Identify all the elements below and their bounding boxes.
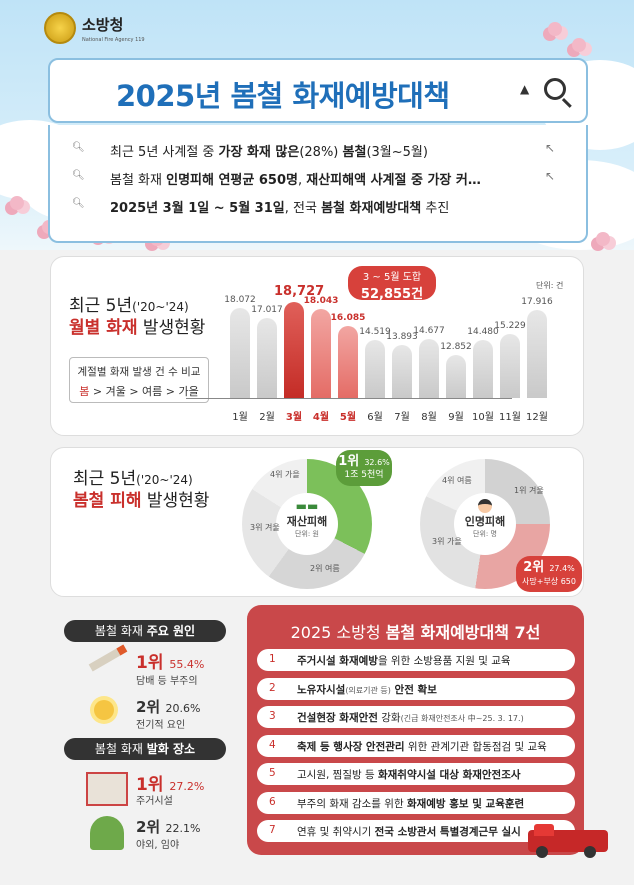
money-icon: ▬▬ <box>295 499 319 513</box>
measure-item: 2 노유자시설(의료기관 등) 안전 확보 <box>257 677 575 700</box>
arrow-up-left-icon: ↖ <box>545 169 556 183</box>
search-icon[interactable] <box>544 78 566 100</box>
blossom-icon <box>572 38 586 52</box>
monthly-title: 최근 5년('20~'24) <box>69 296 189 316</box>
suggestion-item[interactable]: 🔍︎ 봄철 화재 인명피해 연평균 650명, 재산피해액 사계절 중 가장 커… <box>72 169 556 188</box>
bar-2월 <box>257 317 277 398</box>
places-heading: 봄철 화재 발화 장소 <box>64 738 226 760</box>
suggestion-item[interactable]: 🔍︎ 최근 5년 사계절 중 가장 화재 많은(28%) 봄철(3월~5월) ↖ <box>72 141 556 160</box>
measures-panel: 2025 소방청 봄철 화재예방대책 7선 1 주거시설 화재예방을 위한 소방용… <box>247 605 584 855</box>
measure-item: 5 고시원, 찜질방 등 화재취약시설 대상 화재안전조사 <box>257 763 575 785</box>
chart-unit: 단위: 건 <box>536 281 564 290</box>
bar-3월 <box>284 302 304 398</box>
measure-item: 7 연휴 및 취약시기 전국 소방관서 특별경계근무 실시 <box>257 820 575 842</box>
month-tick-label: 11월 <box>499 412 521 423</box>
causes-places-panel: 봄철 화재 주요 원인 1위 55.4% 담배 등 부주의 2위 20.6% 전… <box>50 610 238 866</box>
emblem-icon <box>44 12 76 44</box>
measure-item: 3 건설현장 화재안전 강화(긴급 화재안전조사 中~25. 3. 17.) <box>257 706 575 728</box>
tree-icon <box>90 816 124 850</box>
page-title: 2025년 봄철 화재예방대책 <box>116 79 450 113</box>
month-tick-label: 6월 <box>367 412 383 423</box>
measure-item: 1 주거시설 화재예방을 위한 소방용품 지원 및 교육 <box>257 649 575 671</box>
bar-9월 <box>446 354 466 398</box>
property-rank-badge: 1위 32.6% 1조 5천억 <box>336 450 392 486</box>
season-compare-box: 계절별 화재 발생 건 수 비교 봄 > 겨울 > 여름 > 가을 <box>69 357 209 403</box>
bar-value-label: 17.017 <box>251 304 283 315</box>
spark-icon <box>94 700 114 720</box>
search-icon: 🔍︎ <box>72 170 85 181</box>
search-bar[interactable]: 2025년 봄철 화재예방대책 ▲ <box>48 58 588 123</box>
bar-value-label: 14.519 <box>359 326 391 337</box>
measure-item: 6 부주의 화재 감소를 위한 화재예방 홍보 및 교육훈련 <box>257 791 575 814</box>
house-icon <box>86 772 128 806</box>
agency-logo: 소방청 National Fire Agency 119 <box>44 12 145 44</box>
month-tick-label: 1월 <box>232 412 248 423</box>
bar-11월 <box>500 333 520 398</box>
bar-value-label: 17.916 <box>521 296 553 307</box>
bar-1월 <box>230 308 250 398</box>
chart-axis <box>186 398 512 399</box>
month-tick-label: 2월 <box>259 412 275 423</box>
spring-total-bubble: 3 ~ 5월 도합 52,855건 <box>348 266 436 302</box>
blossom-icon <box>596 232 610 246</box>
bar-value-label: 15.229 <box>494 320 526 331</box>
blossom-icon <box>10 196 24 210</box>
bar-7월 <box>392 345 412 398</box>
bar-6월 <box>365 339 385 398</box>
bar-value-label: 14.677 <box>413 325 445 336</box>
blossom-icon <box>548 22 562 36</box>
caret-up-icon: ▲ <box>520 82 530 96</box>
bar-value-label: 18.043 <box>303 295 339 306</box>
search-suggestions: 🔍︎ 최근 5년 사계절 중 가장 화재 많은(28%) 봄철(3월~5월) ↖… <box>48 125 588 243</box>
measure-item: 4 축제 등 행사장 안전관리 위한 관계기관 합동점검 및 교육 <box>257 734 575 757</box>
bar-5월 <box>338 325 358 398</box>
cigarette-icon <box>88 644 128 672</box>
bar-value-label: 14.480 <box>467 327 499 338</box>
person-icon <box>478 499 492 513</box>
causes-heading: 봄철 화재 주요 원인 <box>64 620 226 642</box>
month-tick-label: 3월 <box>285 412 303 423</box>
bar-8월 <box>419 338 439 398</box>
month-tick-label: 7월 <box>394 412 410 423</box>
bar-10월 <box>473 340 493 398</box>
logo-name-en: National Fire Agency 119 <box>82 36 145 43</box>
logo-name: 소방청 <box>82 15 124 34</box>
month-tick-label: 4월 <box>312 412 330 423</box>
month-tick-label: 12월 <box>526 412 548 423</box>
bar-value-label: 16.085 <box>330 312 366 323</box>
measures-title: 2025 소방청 봄철 화재예방대책 7선 <box>290 623 541 642</box>
bar-4월 <box>311 308 331 398</box>
month-tick-label: 5월 <box>339 412 357 423</box>
fire-truck-icon <box>528 822 608 858</box>
bar-value-label: 18.072 <box>224 295 256 306</box>
search-icon: 🔍︎ <box>72 198 85 209</box>
casualty-rank-badge: 2위 27.4% 사망+부상 650 <box>516 556 582 592</box>
bar-12월 <box>527 309 547 398</box>
month-tick-label: 8월 <box>421 412 437 423</box>
suggestion-item[interactable]: 🔍︎ 2025년 3월 1일 ~ 5월 31일, 전국 봄철 화재예방대책 추진 <box>72 198 450 216</box>
arrow-up-left-icon: ↖ <box>545 141 556 155</box>
bar-value-label: 12.852 <box>440 341 472 352</box>
bar-value-label: 13.893 <box>386 332 418 343</box>
bar-value-label: 18,727 <box>274 284 325 300</box>
month-tick-label: 9월 <box>448 412 464 423</box>
month-tick-label: 10월 <box>472 412 494 423</box>
search-icon: 🔍︎ <box>72 142 85 153</box>
